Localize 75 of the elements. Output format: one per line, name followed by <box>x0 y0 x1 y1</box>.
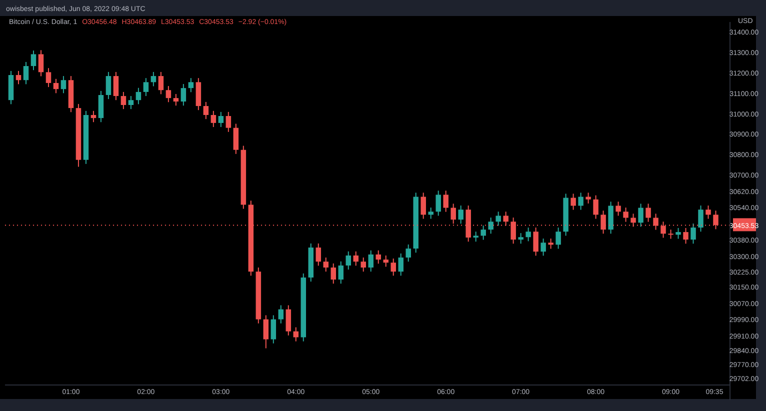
candlestick <box>316 242 322 266</box>
candlestick <box>428 207 434 220</box>
candlestick <box>690 222 696 244</box>
candlestick <box>390 258 396 276</box>
candlestick <box>323 257 329 272</box>
candlestick <box>480 225 486 240</box>
candlestick <box>286 304 292 336</box>
candlestick <box>518 232 524 244</box>
candlestick <box>113 71 119 101</box>
candlestick <box>158 71 164 95</box>
candlestick <box>488 217 494 234</box>
candlestick <box>346 250 352 270</box>
candlestick <box>226 111 232 132</box>
candlestick <box>436 190 441 216</box>
candlestick <box>570 193 576 210</box>
candlestick <box>136 87 142 105</box>
candlestick <box>683 227 688 244</box>
candlestick <box>706 205 711 220</box>
candlestick <box>188 78 194 93</box>
candlestick <box>120 91 126 110</box>
candlestick <box>496 211 501 226</box>
candlestick <box>398 252 404 276</box>
candlestick <box>263 314 269 349</box>
candlestick <box>473 231 478 242</box>
candlestick <box>698 205 704 232</box>
candlestick <box>53 78 59 94</box>
candlestick <box>676 227 681 240</box>
candlestick <box>556 227 561 250</box>
candlestick <box>293 326 299 342</box>
candlestick <box>360 257 366 272</box>
candlestick <box>16 70 22 85</box>
candlestick <box>210 110 216 128</box>
candlestick <box>608 201 614 234</box>
candlestick <box>623 207 628 222</box>
candlestick <box>406 244 411 262</box>
candlestick <box>30 50 36 71</box>
candlestick <box>233 123 239 154</box>
candlestick <box>60 76 66 94</box>
candlestick <box>23 61 29 85</box>
candlestick <box>180 83 186 106</box>
candlestick <box>166 86 172 103</box>
candlestick <box>578 192 584 210</box>
candlestick <box>533 227 538 256</box>
candlestick <box>98 90 104 123</box>
candlestick <box>420 192 426 220</box>
candlestick <box>458 205 464 224</box>
candlestick <box>173 93 179 106</box>
candlestick <box>150 71 156 87</box>
candlestick <box>638 203 644 228</box>
candlestick <box>46 68 52 88</box>
candlestick <box>383 255 388 268</box>
candlestick <box>368 250 374 272</box>
candlestick <box>616 201 621 216</box>
candlestick <box>353 250 359 266</box>
candlestick <box>586 192 591 204</box>
candlestick <box>196 78 202 111</box>
candlestick <box>526 227 531 242</box>
candlestick <box>203 101 209 120</box>
candlestick <box>278 304 284 324</box>
candlestick <box>106 71 112 100</box>
candlestick <box>548 238 554 250</box>
candlestick <box>128 96 134 110</box>
candlestick <box>376 250 381 264</box>
candlestick <box>90 110 96 123</box>
candlestick <box>338 260 344 284</box>
candlestick <box>593 194 598 220</box>
candlestick <box>646 203 651 222</box>
candlestick <box>143 78 149 97</box>
candlestick <box>38 50 44 77</box>
candlestick <box>668 229 674 240</box>
candlestick <box>443 190 448 212</box>
candlestick <box>218 111 224 128</box>
candlestick <box>540 238 546 256</box>
candlestick <box>270 314 276 344</box>
candlestick <box>330 262 336 284</box>
